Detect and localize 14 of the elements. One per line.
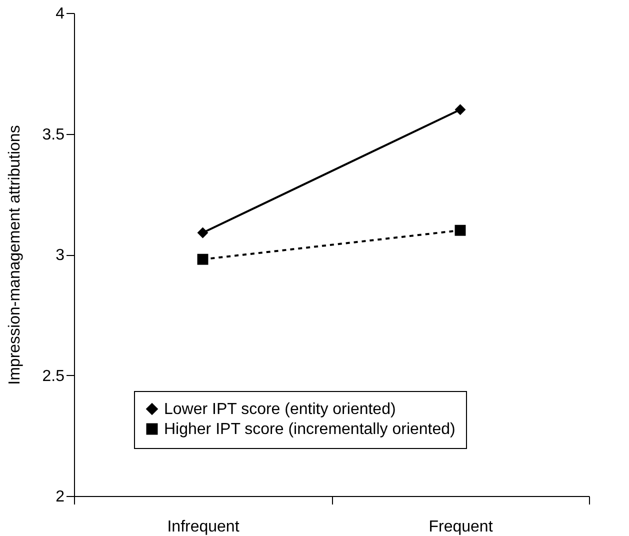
legend-label: Higher IPT score (incrementally oriented) [164, 421, 456, 438]
y-tick-label: 3.5 [42, 126, 65, 144]
x-tick-label: Frequent [428, 518, 494, 536]
y-tick-label: 2.5 [42, 368, 65, 385]
y-axis-title: Impression-management attributions [6, 125, 24, 385]
y-tick-label: 4 [56, 6, 65, 22]
legend-label: Lower IPT score (entity oriented) [164, 401, 396, 418]
point [454, 104, 466, 116]
point [197, 227, 208, 238]
point [197, 254, 208, 265]
y-tick-label: 3 [56, 247, 65, 264]
x-tick-label: Infrequent [167, 518, 240, 536]
y-tick-label: 2 [56, 488, 65, 506]
point [454, 224, 466, 236]
